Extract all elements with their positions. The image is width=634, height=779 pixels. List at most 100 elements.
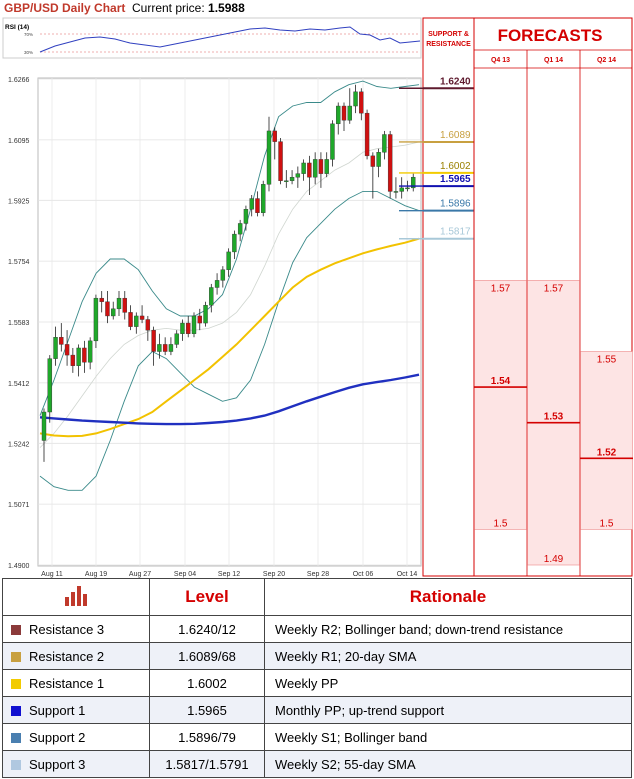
y-axis: 1.6266 1.6095 1.5925 1.5754 1.5583 1.5412 1.52… [8, 77, 30, 570]
y-tick-label: 1.4900 [8, 563, 30, 570]
table-row: Resistance 1 1.6002 Weekly PP [2, 669, 632, 697]
forecast-low-label: 1.5 [494, 518, 508, 529]
candle-up [87, 340, 93, 363]
candle-down [162, 344, 168, 352]
candle-up [399, 187, 404, 192]
x-tick-label: Sep 20 [263, 571, 285, 578]
candle-up [232, 233, 237, 253]
y-tick-label: 1.5412 [8, 381, 30, 388]
candle-down [139, 315, 145, 320]
bollinger-upper-line [39, 80, 420, 416]
candle-up [93, 297, 99, 342]
candle-up [249, 198, 254, 210]
level-color-swatch [11, 651, 21, 662]
current-price: Current price: 1.5988 [132, 1, 245, 15]
forecast-column-label: Q2 14 [597, 57, 616, 64]
levels-table: Level Rationale Resistance 3 1.6240/12 Wee… [2, 578, 632, 778]
level-rationale: Monthly PP; up-trend support [264, 696, 632, 724]
level-color-swatch [11, 732, 21, 743]
candle-up [180, 322, 185, 334]
candle-up [405, 187, 410, 190]
candle-up [76, 347, 81, 366]
chart-title: GBP/USD Daily Chart [4, 1, 126, 15]
level-rationale: Weekly S2; 55-day SMA [264, 750, 632, 778]
forecast-low-label: 1.5 [600, 518, 614, 529]
candle-down [70, 354, 76, 366]
forecast-average-label: 1.54 [491, 376, 511, 387]
level-rationale: Weekly R1; 20-day SMA [264, 642, 632, 670]
forecast-average-label: 1.52 [597, 447, 617, 458]
candle-up [226, 251, 231, 270]
candle-down [145, 319, 151, 331]
sma-55-line [39, 237, 420, 438]
level-name: Resistance 3 [29, 621, 105, 637]
candle-up [382, 134, 387, 153]
level-name: Support 1 [29, 702, 86, 718]
candle-up [168, 344, 174, 352]
levels-table-header: Level Rationale [2, 578, 632, 616]
y-tick-label: 1.5071 [8, 502, 30, 509]
candle-up [157, 344, 162, 352]
x-tick-label: Aug 27 [129, 571, 151, 578]
candle-up [243, 209, 249, 224]
sr-level-label: 1.5896 [440, 199, 471, 210]
candle-down [318, 159, 324, 174]
x-tick-label: Oct 14 [397, 571, 418, 578]
forecast-low-label: 1.49 [544, 554, 564, 565]
rsi-lower-tick: 30% [24, 50, 33, 55]
level-name-cell: Support 1 [2, 696, 150, 724]
x-tick-label: Aug 11 [41, 571, 63, 578]
x-tick-label: Aug 19 [85, 571, 107, 578]
candle-up [295, 173, 301, 178]
y-tick-label: 1.5754 [8, 259, 30, 266]
candle-up [209, 287, 214, 306]
level-value: 1.6089/68 [149, 642, 265, 670]
candle-down [128, 312, 133, 327]
candle-up [312, 159, 318, 178]
level-rationale: Weekly S1; Bollinger band [264, 723, 632, 751]
level-value: 1.5965 [149, 696, 265, 724]
candle-up [41, 411, 47, 441]
sr-level-label: 1.5817 [440, 227, 471, 238]
x-axis: Aug 11 Aug 19 Aug 27 Sep 04 Sep 12 Sep 20 Sep … [41, 571, 417, 578]
bar-chart-icon [65, 585, 87, 606]
candle-up [336, 105, 341, 125]
candle-down [197, 315, 202, 324]
candle-down [364, 112, 370, 157]
sr-header-box: SUPPORT & RESISTANCE [426, 31, 471, 48]
table-header-level: Level [149, 578, 265, 616]
y-tick-label: 1.6095 [8, 138, 30, 145]
rsi-panel [2, 17, 422, 59]
candle-down [255, 198, 260, 213]
bollinger-lower-line [39, 190, 420, 491]
level-rationale: Weekly R2; Bollinger band; down-trend re… [264, 615, 632, 643]
sr-column [422, 17, 475, 577]
candle-up [214, 280, 220, 288]
candle-up [376, 152, 381, 167]
candle-down [341, 105, 347, 121]
candle-down [82, 347, 87, 363]
candle-up [134, 315, 139, 327]
levels-table-body: Resistance 3 1.6240/12 Weekly R2; Bollinge… [2, 615, 632, 778]
level-name-cell: Resistance 3 [2, 615, 150, 643]
candle-up [53, 337, 58, 359]
candle-up [411, 176, 416, 189]
candle-up [111, 308, 116, 317]
current-price-value: 1.5988 [208, 1, 245, 15]
forecast-range-box [474, 280, 527, 530]
level-name-cell: Resistance 1 [2, 669, 150, 697]
table-row: Resistance 3 1.6240/12 Weekly R2; Bollinge… [2, 615, 632, 643]
table-row: Support 3 1.5817/1.5791 Weekly S2; 55-day … [2, 750, 632, 778]
level-name: Support 3 [29, 756, 86, 772]
grid [38, 78, 421, 566]
table-row: Support 1 1.5965 Monthly PP; up-trend supp… [2, 696, 632, 724]
level-name: Resistance 2 [29, 648, 105, 664]
level-rationale: Weekly PP [264, 669, 632, 697]
candle-down [278, 141, 283, 181]
table-row: Resistance 2 1.6089/68 Weekly R1; 20-day S… [2, 642, 632, 670]
level-name: Support 2 [29, 729, 86, 745]
candle-down [59, 337, 64, 345]
rsi-upper-tick: 70% [24, 32, 33, 37]
candle-down [99, 297, 104, 302]
candle-up [301, 162, 306, 174]
